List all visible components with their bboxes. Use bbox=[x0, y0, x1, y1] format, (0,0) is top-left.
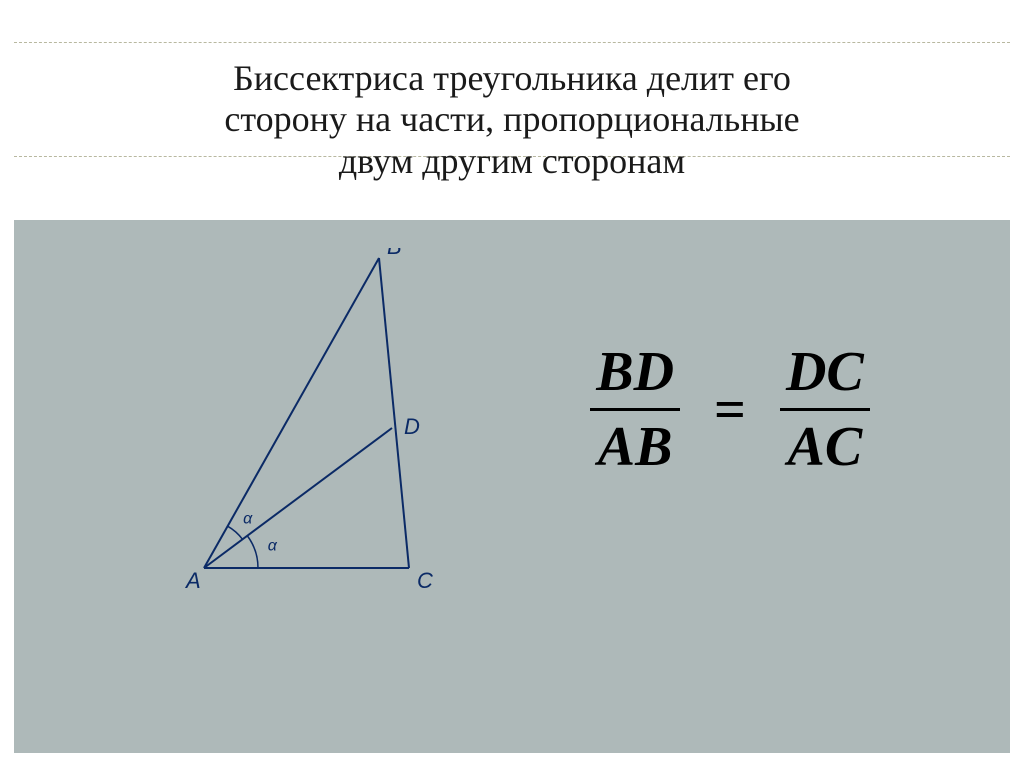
formula: BD AB = DC AC bbox=[540, 340, 920, 479]
edge-AB bbox=[204, 258, 379, 568]
lhs-bar bbox=[590, 408, 680, 411]
fraction-rhs: DC AC bbox=[780, 340, 870, 479]
edge-AD bbox=[204, 428, 392, 568]
angle-arc bbox=[247, 536, 258, 568]
vertex-label-C: C bbox=[417, 568, 433, 593]
rule-top bbox=[14, 42, 1010, 43]
diagram: αα A B C D bbox=[174, 248, 494, 608]
content-panel: ααABCD BD AB = DC AC bbox=[14, 220, 1010, 753]
title-line-1: Биссектриса треугольника делит его bbox=[14, 58, 1010, 99]
vertex-label-A: A bbox=[184, 568, 201, 593]
title-line-2: сторону на части, пропорциональные bbox=[14, 99, 1010, 140]
edge-BC bbox=[379, 258, 409, 568]
angle-arc bbox=[228, 526, 243, 539]
lhs-numerator: BD bbox=[590, 340, 680, 404]
title-line-3: двум другим сторонам bbox=[14, 141, 1010, 182]
fraction-lhs: BD AB bbox=[590, 340, 680, 479]
title-block: Биссектриса треугольника делит его сторо… bbox=[14, 58, 1010, 182]
angle-label: α bbox=[268, 537, 278, 554]
vertex-label-D: D bbox=[404, 414, 420, 439]
rhs-bar bbox=[780, 408, 870, 411]
rhs-denominator: AC bbox=[780, 415, 870, 479]
rhs-numerator: DC bbox=[780, 340, 870, 404]
angle-label: α bbox=[243, 510, 253, 527]
slide: Биссектриса треугольника делит его сторо… bbox=[0, 0, 1024, 767]
vertex-label-B: B bbox=[387, 248, 402, 259]
triangle-svg: αα A B C D bbox=[174, 248, 494, 608]
equals-sign: = bbox=[714, 378, 746, 442]
lhs-denominator: AB bbox=[590, 415, 680, 479]
